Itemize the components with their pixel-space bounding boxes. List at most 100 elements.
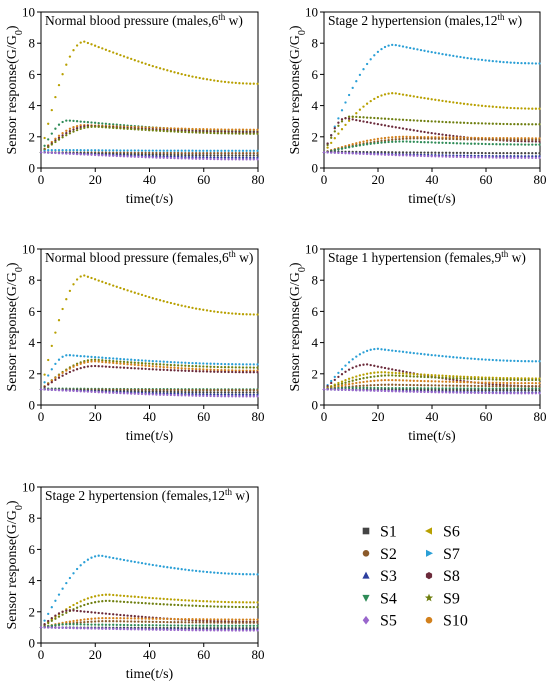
data-point: [401, 137, 405, 140]
data-point: [90, 620, 93, 623]
data-point: [505, 378, 509, 381]
data-point: [441, 376, 444, 379]
data-point: [347, 119, 351, 122]
data-point: [241, 629, 245, 632]
data-point: [466, 375, 469, 379]
data-point: [176, 130, 180, 133]
data-point: [470, 138, 473, 141]
data-point: [523, 378, 527, 382]
data-point: [252, 313, 255, 316]
data-point: [249, 629, 252, 632]
data-point: [79, 127, 82, 131]
data-point: [108, 361, 111, 364]
data-point: [498, 151, 502, 155]
data-point: [216, 79, 219, 83]
data-point: [347, 93, 351, 97]
data-point: [355, 385, 358, 388]
data-point: [194, 569, 198, 573]
data-point: [176, 621, 180, 624]
data-point: [509, 377, 512, 380]
data-point: [86, 617, 90, 621]
data-point: [355, 115, 358, 119]
data-point: [231, 130, 234, 134]
data-point: [104, 126, 108, 129]
data-point: [209, 362, 212, 365]
data-point: [90, 596, 93, 599]
data-point: [373, 153, 376, 156]
data-point: [398, 350, 401, 353]
data-point: [477, 358, 480, 361]
data-point: [205, 570, 209, 574]
data-point: [202, 600, 205, 603]
data-point: [50, 624, 53, 627]
data-point: [184, 305, 187, 308]
data-point: [90, 627, 93, 630]
data-point: [104, 391, 108, 394]
data-point: [93, 601, 97, 604]
data-point: [213, 388, 216, 392]
data-point: [412, 351, 415, 355]
data-point: [93, 390, 97, 394]
data-point: [383, 386, 387, 390]
data-point: [108, 365, 111, 369]
data-point: [498, 381, 502, 385]
data-point: [498, 138, 502, 141]
data-point: [180, 361, 183, 364]
data-point: [484, 381, 487, 384]
series-s6: [39, 40, 259, 154]
data-point: [434, 155, 437, 158]
data-point: [373, 97, 376, 101]
data-point: [79, 564, 82, 567]
data-point: [97, 154, 100, 157]
data-point: [426, 375, 430, 379]
data-point: [119, 127, 122, 130]
data-point: [434, 132, 437, 135]
data-point: [57, 136, 61, 140]
series-s4: [39, 623, 259, 629]
data-point: [122, 360, 126, 364]
data-point: [477, 122, 480, 125]
data-point: [86, 610, 90, 614]
series-s6: [39, 274, 259, 391]
data-point: [187, 604, 191, 607]
data-point: [473, 151, 476, 155]
data-point: [398, 140, 401, 143]
data-point: [380, 141, 383, 144]
data-point: [387, 117, 390, 121]
data-point: [488, 151, 491, 155]
data-point: [347, 380, 351, 383]
data-point: [79, 125, 82, 129]
data-point: [133, 358, 136, 362]
data-point: [337, 381, 340, 385]
data-point: [252, 132, 255, 135]
data-point: [72, 619, 75, 623]
data-point: [437, 155, 441, 158]
data-point: [398, 369, 401, 372]
data-point: [373, 371, 376, 374]
data-point: [104, 627, 108, 630]
data-point: [380, 374, 383, 377]
data-point: [61, 131, 64, 135]
data-point: [75, 601, 79, 605]
data-point: [383, 383, 387, 386]
data-point: [344, 123, 347, 127]
data-point: [75, 621, 79, 624]
data-point: [459, 380, 462, 384]
data-point: [430, 353, 433, 357]
data-point: [448, 387, 451, 390]
data-point: [234, 601, 237, 604]
data-point: [459, 121, 462, 124]
data-point: [358, 141, 362, 144]
data-point: [108, 122, 111, 126]
data-point: [148, 628, 151, 631]
data-point: [209, 151, 212, 155]
data-point: [220, 149, 223, 152]
data-point: [101, 627, 104, 630]
data-point: [90, 390, 93, 393]
data-point: [441, 374, 444, 377]
data-point: [419, 151, 423, 154]
data-point: [448, 355, 451, 358]
data-point: [158, 390, 162, 393]
data-point: [513, 359, 516, 363]
data-point: [455, 377, 459, 380]
